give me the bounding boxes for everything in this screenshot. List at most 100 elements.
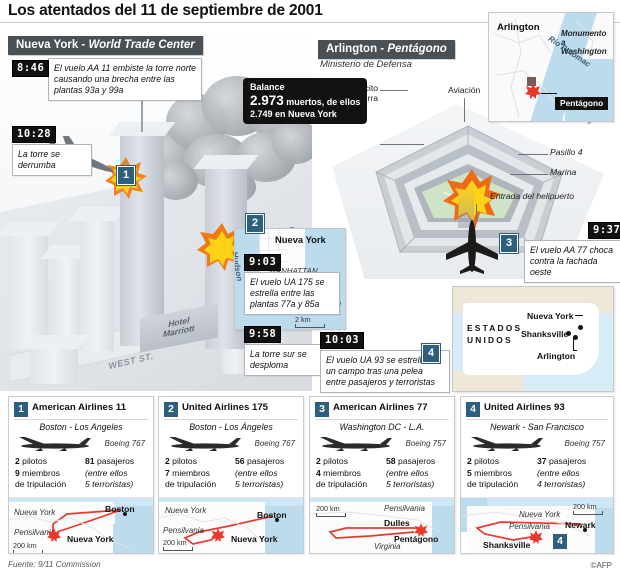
label-navy: Marina [550, 167, 577, 177]
flight-4-crew-label1: miembros [474, 467, 512, 478]
flight-1-map-label-0: Nueva York [14, 508, 56, 517]
pentagon-subtitle: Ministerio de Defensa [320, 59, 412, 70]
afp-logo-text: AFP [596, 561, 612, 570]
tower-antenna [141, 98, 143, 132]
flight-3-map-label-0: Pensilvania [384, 504, 425, 513]
flight-card-4[interactable]: 4 United Airlines 93 Newark - San Franci… [460, 396, 614, 554]
airplane-side-icon [15, 436, 93, 452]
flight-2-map-scale: 200 km [163, 538, 193, 551]
flight-3-crew-label1: miembros [323, 467, 361, 478]
pg-header-city: Arlington [326, 43, 378, 55]
flight-1-crew-count: 9 [15, 467, 20, 478]
monument-line2: a Washington [561, 38, 607, 57]
flight-3-model: Boeing 757 [405, 439, 446, 448]
flight-4-route: Newark - San Francisco [490, 422, 584, 432]
background-building [40, 245, 94, 349]
marker-3[interactable]: 3 [500, 234, 518, 253]
background-building [68, 207, 126, 351]
usa-label-line1: ESTADOS [467, 323, 523, 333]
flight-2-route: Boston - Los Ángeles [189, 422, 273, 432]
flight-1-crew-label2: de tripulación [15, 479, 67, 490]
arlington-inset-title: Arlington [497, 22, 540, 33]
ny-header-city: Nueva York [16, 39, 79, 51]
flight-1-route-map: Nueva York Pensilvania Boston Nueva York… [9, 497, 153, 553]
flight-4-pax-note2: 4 terroristas) [537, 479, 586, 490]
flight-3-airline: American Airlines 77 [333, 402, 428, 413]
flight-1-crew-label1: miembros [22, 467, 60, 478]
flight-1-map-label-1: Pensilvania [14, 528, 55, 537]
plane-aa77-icon [442, 216, 502, 274]
timestamp-903: 9:03 [244, 254, 282, 271]
marker-1[interactable]: 1 [117, 166, 135, 185]
flight-2-airline: United Airlines 175 [182, 402, 269, 413]
flight-2-pilots-label: pilotos [172, 456, 198, 466]
flight-3-route-map: 200 km Pensilvania Virginia Dulles Pentá… [310, 497, 454, 553]
pg-header-sep: - [377, 43, 388, 55]
timestamp-1003: 10:03 [320, 332, 365, 349]
flight-2-pax-count: 56 [235, 456, 245, 466]
flight-4-map-label-0: Nueva York [519, 510, 561, 519]
callout-ua175-impact: El vuelo UA 175 se estrella entre las pl… [244, 272, 340, 316]
flight-1-pilots-count: 2 [15, 456, 20, 466]
flight-3-map-label-2: Dulles [384, 518, 410, 528]
ny-inset-title: Nueva York [275, 234, 326, 245]
title-divider [0, 22, 620, 23]
flight-1-map-label-3: Nueva York [67, 534, 114, 544]
flight-4-map-marker: 4 [553, 534, 567, 549]
ny-inset-scale: 2 km [295, 315, 325, 328]
flight-3-pilots-count: 2 [316, 456, 321, 466]
flight-3-map-label-1: Virginia [374, 542, 401, 551]
flight-3-pax-note2: 5 terroristas) [386, 479, 435, 490]
flight-1-map-scale: 200 km [13, 541, 43, 553]
flight-4-route-map: 200 km Nueva York Pensilvania Newark Sha… [461, 497, 613, 553]
flight-2-pilots-count: 2 [165, 456, 170, 466]
callout-aa77-impact: El vuelo AA 77 choca contra la fachada o… [524, 240, 620, 284]
callout-tower-collapse: La torre se derrumba [12, 144, 92, 177]
balance-box: Balance 2.973 muertos, de ellos 2.749 en… [243, 78, 368, 125]
airplane-side-icon [165, 436, 243, 452]
flight-4-crew-label2: de tripulación [467, 479, 519, 490]
flight-2-map-label-0: Nueva York [165, 506, 207, 515]
flight-2-map-label-3: Nueva York [231, 534, 278, 544]
flight-2-pax-label: pasajeros [246, 456, 285, 466]
flight-1-pax-note2: 5 terroristas) [85, 479, 134, 490]
flight-1-route: Boston - Los Angeles [39, 422, 123, 432]
flight-4-pilots-label: pilotos [474, 456, 500, 466]
flight-2-crew-label1: miembros [172, 467, 210, 478]
flight-2-map-label-2: Boston [257, 510, 287, 520]
manhattan-label: MANHATTAN [269, 267, 318, 276]
balance-label: Balance [250, 82, 285, 92]
usa-city-new-york: Nueva York [527, 311, 574, 321]
ny-header-wtc: World Trade Center [88, 39, 195, 51]
leader-helipad [476, 204, 477, 222]
flight-4-airline: United Airlines 93 [484, 402, 565, 413]
leader-navy [510, 174, 548, 175]
flight-2-crew-label2: de tripulación [165, 479, 217, 490]
flight-card-3[interactable]: 3 American Airlines 77 Washington DC - L… [309, 396, 455, 554]
timestamp-958: 9:58 [244, 326, 282, 343]
flight-2-pax-note1: (entre ellos [235, 467, 278, 478]
flight-card-2[interactable]: 2 United Airlines 175 Boston - Los Ángel… [158, 396, 304, 554]
label-corridor-4: Pasillo 4 [550, 147, 583, 157]
flight-3-route: Washington DC - L.A. [339, 422, 425, 432]
pentagon-inset-label: Pentágono [555, 97, 609, 110]
flight-1-map-label-2: Boston [105, 504, 135, 514]
page-title: Los atentados del 11 de septiembre de 20… [8, 2, 323, 19]
flight-4-pax-note1: (entre ellos [537, 467, 580, 478]
leader-left-mid [380, 144, 424, 145]
callout-aa11-impact: El vuelo AA 11 embiste la torre norte ca… [48, 58, 202, 102]
leader-corridor [518, 154, 548, 155]
flight-2-pax-note2: 5 terroristas) [235, 479, 284, 490]
flight-1-pax-label: pasajeros [96, 456, 135, 466]
flight-3-map-scale: 200 km [316, 504, 346, 517]
marker-2[interactable]: 2 [246, 214, 264, 233]
marker-4[interactable]: 4 [422, 344, 440, 363]
background-building [0, 222, 60, 349]
copyright-mark: © [590, 561, 597, 570]
monument-line1: Monumento [561, 29, 607, 38]
pentagon-section-header: Arlington - Pentágono [318, 40, 455, 59]
flight-2-route-map: Nueva York Pensilvania Boston Nueva York… [159, 497, 303, 553]
flight-card-1[interactable]: 1 American Airlines 11 Boston - Los Ange… [8, 396, 154, 554]
flight-2-crew-count: 7 [165, 467, 170, 478]
flight-cards: 1 American Airlines 11 Boston - Los Ange… [8, 396, 614, 554]
